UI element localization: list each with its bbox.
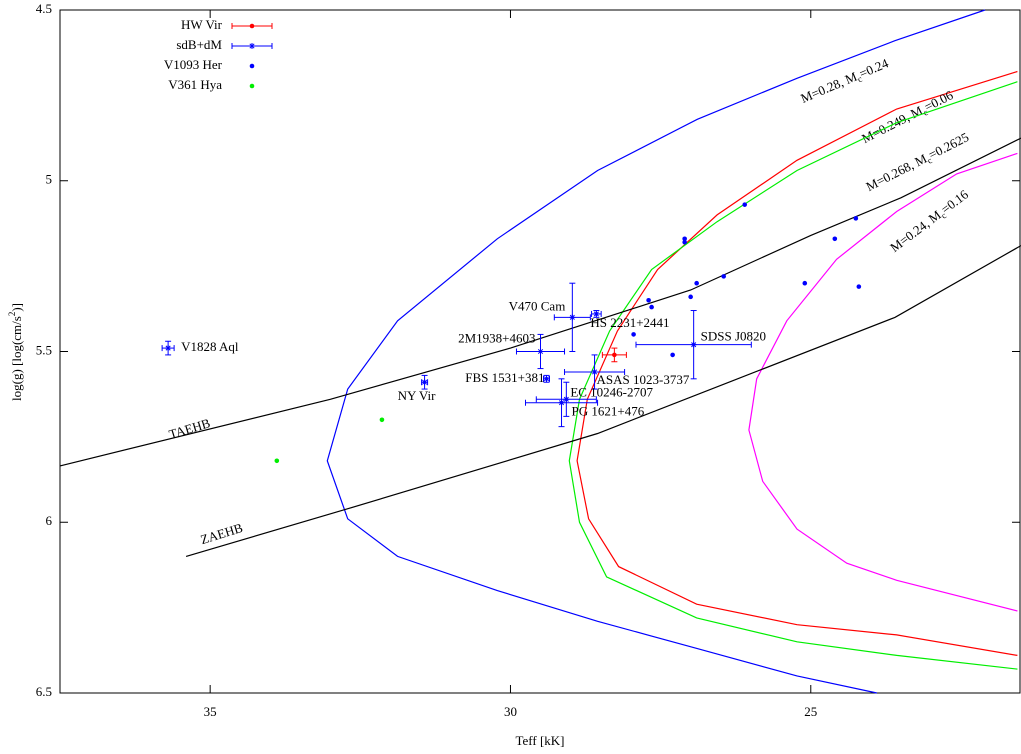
- track-label-sub: c: [939, 210, 948, 220]
- legend-label: sdB+dM: [176, 37, 222, 52]
- track-label-sub: c: [926, 155, 934, 166]
- point: [802, 280, 808, 286]
- point: [631, 332, 636, 337]
- point-stroke: [165, 345, 171, 351]
- track-label-sub: c: [856, 74, 864, 85]
- track-label-part: =0.16: [938, 186, 971, 216]
- point-stroke: [691, 342, 697, 348]
- legend-label: V1093 Her: [164, 57, 223, 72]
- point-label: EC 10246-2707: [570, 384, 653, 399]
- track-line: [568, 81, 1018, 670]
- point: [853, 216, 859, 221]
- track-line: [748, 152, 1018, 612]
- point: [274, 458, 280, 464]
- point: [832, 236, 838, 242]
- y-axis-label-part: )]: [9, 303, 24, 312]
- y-axis-label-part: log(g) [log(cm/s: [9, 316, 24, 401]
- legend-marker: [249, 63, 255, 69]
- y-tick-label: 6.5: [36, 684, 52, 699]
- track-label: M=0.28, Mc=0.24: [798, 55, 891, 108]
- y-tick-label: 5: [46, 172, 53, 187]
- point-label: ASAS 1023-3737: [597, 372, 690, 387]
- track-line: [326, 9, 986, 694]
- point: [649, 304, 654, 310]
- point-label: PG 1621+476: [572, 404, 645, 419]
- y-axis-label: log(g) [log(cm/s2)]: [7, 303, 24, 401]
- track-label: M=0.268, Mc=0.2625: [863, 129, 972, 196]
- x-axis-label: Teff [kK]: [515, 733, 564, 748]
- y-axis-label-sup: 2: [7, 312, 17, 317]
- legend-marker: [249, 83, 255, 89]
- point-label: V470 Cam: [509, 298, 566, 313]
- point: [379, 417, 385, 423]
- point-stroke: [592, 369, 598, 375]
- point-label: NY Vir: [398, 388, 437, 403]
- point: [593, 310, 600, 317]
- point-stroke: [593, 311, 599, 317]
- point-stroke: [422, 379, 428, 385]
- point-stroke: [543, 376, 550, 382]
- track-label: M=0.249, Mc=0.06: [859, 87, 957, 148]
- point: [682, 239, 687, 245]
- point: [537, 348, 544, 355]
- point: [690, 341, 697, 348]
- x-tick-label: 30: [504, 704, 517, 719]
- track-label: ZAEHB: [199, 520, 245, 547]
- y-tick-label: 6: [46, 513, 53, 528]
- point-label: HS 2231+2441: [590, 315, 669, 330]
- track-label: M=0.24, Mc=0.16: [887, 186, 973, 256]
- point-stroke: [563, 396, 569, 402]
- point: [563, 396, 570, 403]
- point: [421, 379, 428, 386]
- point: [670, 352, 675, 358]
- track-label-part: =0.06: [922, 87, 956, 114]
- x-tick-label: 35: [204, 704, 217, 719]
- point: [646, 297, 651, 303]
- point-stroke: [558, 400, 565, 406]
- point-label: FBS 1531+381: [465, 370, 544, 385]
- point: [682, 236, 687, 242]
- point-stroke: [249, 43, 255, 49]
- point: [856, 284, 862, 289]
- legend-label: HW Vir: [181, 17, 223, 32]
- point-stroke: [569, 314, 575, 320]
- point: [591, 368, 598, 375]
- track-label-part: =0.2625: [926, 129, 971, 162]
- track-line: [185, 245, 1021, 557]
- track-label-part: =0.24: [857, 55, 891, 81]
- legend-marker: [249, 43, 255, 49]
- point: [742, 202, 748, 207]
- track-label-part: M=0.24, M: [887, 207, 944, 255]
- track-line: [576, 70, 1018, 656]
- point-label: SDSS J0820: [701, 329, 766, 344]
- y-tick-label: 4.5: [36, 1, 52, 16]
- point-label: V1828 Aql: [181, 339, 239, 354]
- x-tick-label: 25: [804, 704, 817, 719]
- point: [569, 314, 576, 321]
- point: [165, 345, 172, 352]
- point: [558, 399, 565, 406]
- point-stroke: [537, 348, 544, 355]
- y-tick-label: 5.5: [36, 342, 52, 357]
- point-label: 2M1938+4603: [458, 330, 535, 345]
- legend-marker: [249, 23, 255, 29]
- point: [688, 294, 693, 300]
- track-label: TAEHB: [167, 415, 212, 442]
- track-label-part: M=0.268, M: [863, 150, 929, 194]
- legend-label: V361 Hya: [168, 77, 222, 92]
- track-line: [59, 137, 1021, 467]
- point: [694, 280, 699, 286]
- point: [543, 375, 550, 382]
- point: [721, 274, 726, 279]
- point: [612, 352, 617, 358]
